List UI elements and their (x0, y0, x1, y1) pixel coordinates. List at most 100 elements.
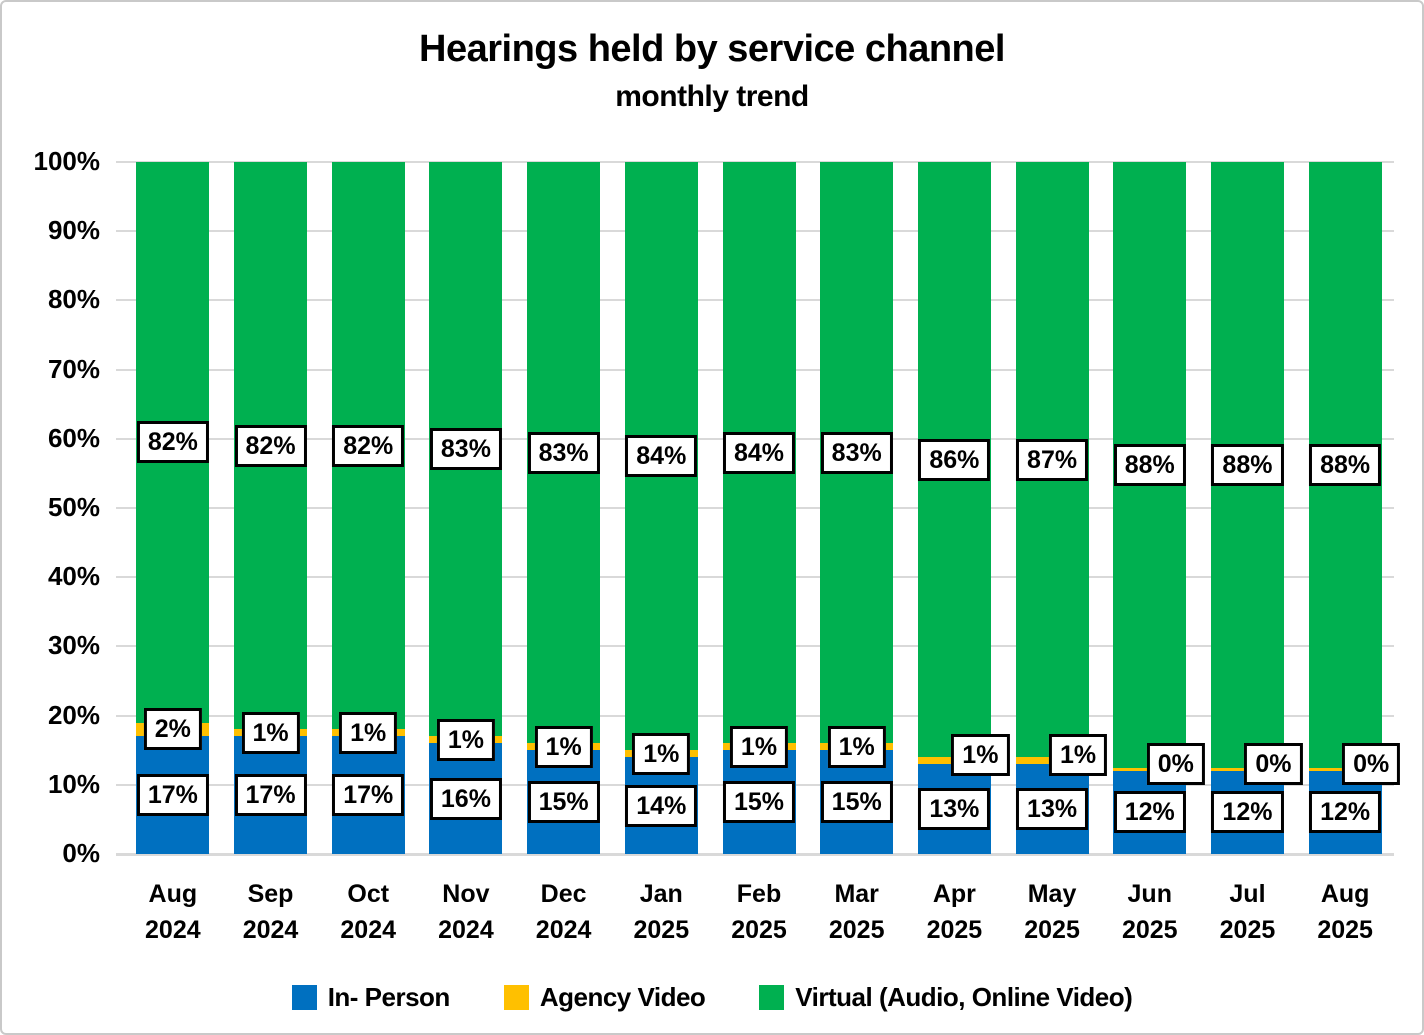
x-axis-label-jun-2025: Jun 2025 (1122, 876, 1178, 948)
data-label-agency-video-dec-2024: 1% (534, 725, 593, 768)
x-axis-label-month: Aug (1320, 880, 1370, 908)
y-axis-label-30: 30% (47, 630, 100, 661)
data-label-virtual-audio-online-video-aug-2025: 88% (1309, 444, 1382, 487)
data-label-in-person-feb-2025: 15% (722, 781, 796, 824)
x-axis-label-sep-2024: Sep 2024 (243, 876, 299, 948)
legend-item-virtual-audio-online-video: Virtual (Audio, Online Video) (759, 981, 1133, 1013)
data-label-in-person-mar-2025: 15% (820, 781, 893, 824)
x-axis-label-year: 2025 (1317, 916, 1373, 944)
chart-title: Hearings held by service channel (419, 28, 1005, 70)
data-label-agency-video-apr-2025: 1% (951, 733, 1010, 776)
y-axis-label-60: 60% (47, 422, 100, 453)
data-label-virtual-audio-online-video-jul-2025: 88% (1211, 444, 1284, 487)
x-axis-label-may-2025: May 2025 (1024, 876, 1080, 948)
legend-item-agency-video: Agency Video (503, 981, 706, 1013)
y-axis-label-90: 90% (47, 215, 100, 246)
data-label-in-person-jun-2025: 12% (1113, 791, 1186, 834)
x-axis-label-month: Apr (932, 880, 976, 908)
data-label-virtual-audio-online-video-jan-2025: 84% (625, 435, 698, 478)
legend-swatch-virtual-audio-online-video-icon (759, 984, 785, 1010)
data-label-agency-video-oct-2024: 1% (339, 711, 398, 754)
y-axis-label-0: 0% (62, 837, 100, 868)
data-label-agency-video-aug-2025: 0% (1342, 742, 1401, 785)
y-axis-label-100: 100% (33, 145, 101, 176)
data-label-virtual-audio-online-video-apr-2025: 86% (918, 438, 991, 481)
data-label-in-person-may-2025: 13% (1016, 788, 1089, 831)
x-axis-label-year: 2025 (1121, 916, 1178, 944)
data-label-virtual-audio-online-video-mar-2025: 83% (820, 431, 893, 474)
y-axis-label-80: 80% (47, 284, 100, 315)
x-axis-label-month: Oct (347, 880, 390, 908)
data-label-agency-video-nov-2024: 1% (436, 718, 495, 761)
x-axis-label-oct-2024: Oct 2024 (340, 876, 396, 948)
data-label-in-person-sep-2024: 17% (234, 774, 307, 817)
x-axis-label-year: 2025 (828, 916, 885, 944)
data-label-agency-video-may-2025: 1% (1048, 733, 1108, 776)
x-axis-label-month: Jan (639, 880, 683, 908)
data-label-agency-video-sep-2024: 1% (241, 711, 300, 754)
x-axis-label-month: Aug (148, 880, 198, 908)
data-label-virtual-audio-online-video-feb-2025: 84% (722, 431, 796, 474)
data-label-agency-video-jun-2025: 0% (1146, 742, 1205, 785)
legend-swatch-in-person-icon (291, 984, 317, 1010)
legend: In- Person Agency Video Virtual (Audio, On… (2, 970, 1422, 1024)
data-label-in-person-jan-2025: 14% (625, 784, 698, 827)
y-axis-label-70: 70% (47, 353, 100, 384)
x-axis-label-jul-2025: Jul 2025 (1220, 876, 1276, 948)
data-label-agency-video-aug-2024: 2% (143, 708, 202, 751)
x-axis-label-month: Sep (247, 880, 294, 908)
x-axis-label-apr-2025: Apr 2025 (927, 876, 983, 948)
data-label-in-person-aug-2025: 12% (1309, 791, 1382, 834)
x-axis-label-feb-2025: Feb 2025 (731, 876, 787, 948)
x-axis-label-month: Dec (540, 880, 587, 908)
data-label-in-person-aug-2024: 17% (136, 774, 209, 817)
x-axis-label-month: Feb (736, 880, 782, 908)
x-axis-label-dec-2024: Dec 2024 (536, 876, 592, 948)
x-axis-line (116, 853, 1394, 856)
data-label-virtual-audio-online-video-may-2025: 87% (1016, 438, 1089, 481)
legend-label-agency-video: Agency Video (539, 981, 706, 1012)
x-axis-label-month: Mar (834, 880, 879, 908)
x-axis-label-year: 2024 (145, 916, 201, 944)
y-axis-label-40: 40% (47, 561, 100, 592)
data-label-virtual-audio-online-video-jun-2025: 88% (1113, 444, 1186, 487)
data-label-agency-video-mar-2025: 1% (827, 725, 886, 768)
x-axis-label-month: Nov (442, 880, 490, 908)
data-label-in-person-nov-2024: 16% (429, 777, 502, 820)
x-axis-label-nov-2024: Nov 2024 (438, 876, 494, 948)
data-label-virtual-audio-online-video-dec-2024: 83% (527, 431, 600, 474)
chart-subtitle: monthly trend (615, 80, 809, 113)
legend-label-virtual-audio-online-video: Virtual (Audio, Online Video) (795, 981, 1133, 1012)
data-label-agency-video-feb-2025: 1% (729, 725, 789, 768)
x-axis-label-aug-2024: Aug 2024 (145, 876, 201, 948)
x-axis-label-year: 2024 (438, 916, 494, 944)
data-label-virtual-audio-online-video-sep-2024: 82% (234, 424, 307, 467)
x-axis-label-year: 2025 (926, 916, 983, 944)
x-axis-label-year: 2025 (731, 916, 787, 944)
legend-label-in-person: In- Person (327, 981, 451, 1012)
x-axis-label-month: May (1027, 880, 1077, 908)
x-axis-label-year: 2024 (340, 916, 397, 944)
x-axis-label-jan-2025: Jan 2025 (633, 876, 689, 948)
x-axis-label-year: 2025 (633, 916, 690, 944)
y-axis-label-50: 50% (47, 491, 100, 522)
data-label-agency-video-jul-2025: 0% (1244, 742, 1303, 785)
data-label-virtual-audio-online-video-nov-2024: 83% (429, 428, 502, 471)
x-axis-label-year: 2025 (1024, 916, 1080, 944)
data-label-in-person-apr-2025: 13% (918, 788, 991, 831)
y-axis-label-10: 10% (47, 768, 100, 799)
data-label-in-person-jul-2025: 12% (1211, 791, 1284, 834)
x-axis-label-aug-2025: Aug 2025 (1317, 876, 1373, 948)
x-axis-label-year: 2025 (1219, 916, 1276, 944)
data-label-agency-video-jan-2025: 1% (632, 732, 691, 775)
x-axis-label-month: Jul (1229, 880, 1266, 908)
y-axis-label-20: 20% (47, 699, 100, 730)
x-axis-label-year: 2024 (242, 916, 299, 944)
data-label-virtual-audio-online-video-oct-2024: 82% (332, 424, 405, 467)
x-axis-label-mar-2025: Mar 2025 (829, 876, 885, 948)
legend-item-in-person: In- Person (291, 981, 451, 1013)
x-axis-label-year: 2024 (535, 916, 592, 944)
legend-swatch-agency-video-icon (503, 984, 529, 1010)
data-label-in-person-dec-2024: 15% (527, 781, 600, 824)
